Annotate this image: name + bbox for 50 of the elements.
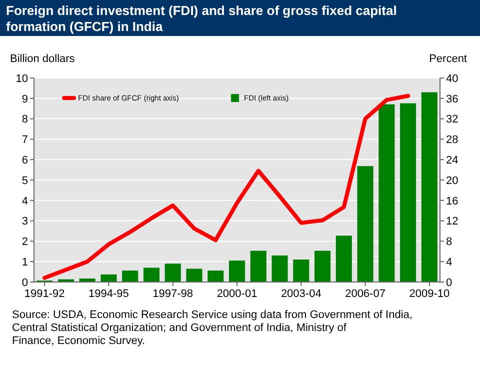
bar xyxy=(122,270,138,282)
y2-tick-label: 20 xyxy=(446,174,458,187)
x-tick-label: 1994-95 xyxy=(88,288,129,300)
bar xyxy=(400,103,416,282)
y-tick-label: 10 xyxy=(16,72,28,85)
y2-tick-label: 32 xyxy=(446,114,458,126)
y-axis-title: Billion dollars xyxy=(10,53,76,65)
bar xyxy=(293,260,310,282)
bar xyxy=(378,104,395,282)
source-note: Source: USDA, Economic Research Service using data from Government of India, Central Statistical Organization; and Government of India, Ministry of Finance, Economic Survey. xyxy=(12,309,412,347)
y2-tick-label: 24 xyxy=(446,154,458,166)
y-tick-label: 2 xyxy=(22,236,28,248)
y2-tick-label: 36 xyxy=(446,93,458,106)
line-series xyxy=(42,94,410,280)
x-tick-label: 1991-92 xyxy=(24,288,65,300)
bar xyxy=(314,250,331,282)
bar xyxy=(421,92,438,282)
bar xyxy=(250,250,266,282)
x-tick-label: 2009-10 xyxy=(409,288,450,300)
y2-tick-label: 8 xyxy=(446,236,452,248)
y2-axis-title: Percent xyxy=(429,53,467,65)
bar xyxy=(228,260,246,282)
y2-tick-label: 40 xyxy=(446,72,458,85)
bar xyxy=(164,264,181,282)
y-tick-label: 1 xyxy=(22,256,28,268)
y2-tick-label: 12 xyxy=(446,216,458,228)
y2-tick-label: 16 xyxy=(446,195,458,208)
y2-tick-label: 28 xyxy=(446,134,458,146)
bar xyxy=(100,274,117,282)
y-tick-label: 4 xyxy=(22,195,28,208)
bar xyxy=(357,166,374,282)
x-tick-label: 2006-07 xyxy=(345,288,386,300)
y-tick-label: 6 xyxy=(22,154,28,166)
chart-title: Foreign direct investment (FDI) and share of gross fixed capital formation (GFCF) in India xyxy=(6,3,397,34)
y-tick-label: 0 xyxy=(22,276,28,289)
y-tick-label: 3 xyxy=(22,216,28,228)
x-tick-label: 1997-98 xyxy=(152,288,194,300)
bar xyxy=(336,236,352,282)
x-tick-label: 2003-04 xyxy=(280,288,322,300)
bar xyxy=(143,268,160,282)
y2-tick-label: 0 xyxy=(446,276,452,289)
bar xyxy=(208,270,224,282)
x-tick-label: 2000-01 xyxy=(216,288,258,300)
bar xyxy=(186,268,202,282)
y-tick-label: 5 xyxy=(22,174,28,187)
y-tick-label: 9 xyxy=(22,93,28,106)
y2-tick-label: 4 xyxy=(446,256,452,268)
y-tick-label: 8 xyxy=(22,114,28,126)
bar xyxy=(272,255,288,282)
y-tick-label: 7 xyxy=(22,134,28,146)
